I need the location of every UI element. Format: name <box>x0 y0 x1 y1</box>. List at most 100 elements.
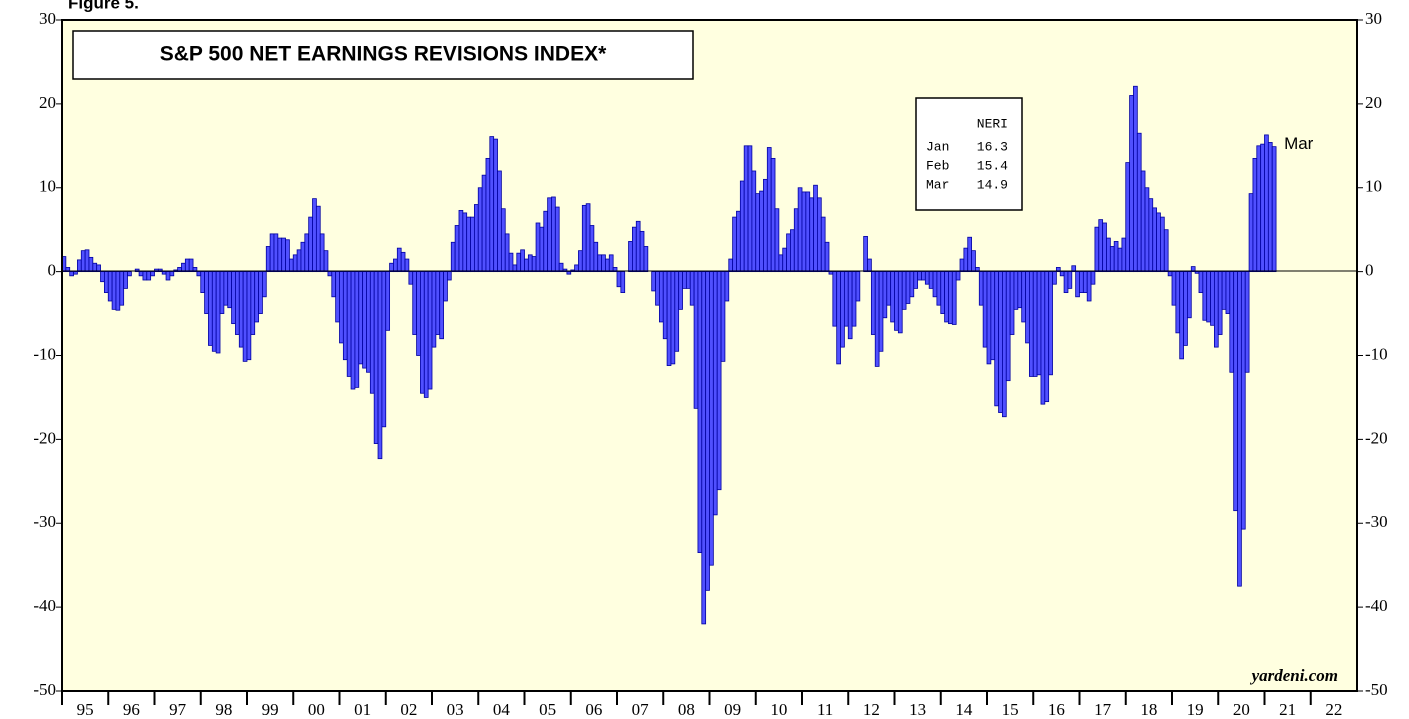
bar <box>497 170 502 273</box>
bar <box>373 271 379 444</box>
bar <box>462 212 468 273</box>
bar <box>1206 271 1211 323</box>
bar <box>1190 266 1196 273</box>
y2-tick-label: 0 <box>1365 261 1374 280</box>
bar <box>238 271 244 348</box>
bar <box>1048 271 1053 376</box>
bar <box>92 262 98 273</box>
bar <box>219 271 225 314</box>
bar <box>978 271 984 306</box>
bar <box>1144 187 1150 273</box>
bar <box>612 267 618 273</box>
bar <box>554 206 560 273</box>
bar <box>1233 271 1238 512</box>
bar <box>1267 142 1273 273</box>
bar <box>1136 132 1142 273</box>
y-tick-label: -30 <box>33 512 56 531</box>
bar <box>481 174 487 273</box>
bar <box>639 230 645 273</box>
table-value: 14.9 <box>977 177 1008 192</box>
bar <box>1140 170 1146 273</box>
y2-tick-label: -10 <box>1365 344 1388 363</box>
bar <box>720 271 726 362</box>
bar <box>408 271 414 285</box>
x-tick-label: 17 <box>1094 700 1112 719</box>
bar <box>732 216 737 273</box>
bar <box>381 271 387 428</box>
bar <box>874 271 880 367</box>
bar <box>1187 271 1192 319</box>
bar <box>998 271 1003 413</box>
bar <box>940 271 946 314</box>
bar <box>1040 271 1046 405</box>
bar <box>662 271 668 340</box>
bar <box>1055 267 1061 273</box>
bar <box>674 271 680 352</box>
x-tick-label: 02 <box>400 700 417 719</box>
bar <box>477 187 483 273</box>
bar <box>994 271 999 407</box>
bar <box>385 271 391 331</box>
bar <box>917 271 922 281</box>
bar <box>80 250 86 273</box>
x-tick-label: 07 <box>632 700 650 719</box>
bar <box>585 203 591 273</box>
bar <box>1113 241 1119 273</box>
bar <box>1002 271 1007 418</box>
bar <box>1221 271 1227 310</box>
bar <box>304 233 310 273</box>
bar <box>1237 271 1242 587</box>
bar <box>393 258 398 273</box>
bar <box>539 226 545 273</box>
y-tick-label: 30 <box>39 9 56 28</box>
bar <box>111 271 117 310</box>
bar <box>605 258 610 273</box>
bar <box>736 210 741 273</box>
bar <box>847 271 853 340</box>
y-tick-label: 10 <box>39 177 56 196</box>
x-tick-label: 00 <box>308 700 325 719</box>
bar <box>485 157 491 273</box>
bar <box>655 271 660 306</box>
table-month: Mar <box>926 177 949 192</box>
bar <box>500 208 506 273</box>
x-tick-label: 04 <box>493 700 511 719</box>
y2-tick-label: -30 <box>1365 512 1388 531</box>
bar <box>1260 143 1265 273</box>
bar <box>204 271 209 314</box>
bar <box>1063 271 1069 293</box>
bar <box>242 271 248 362</box>
bar <box>932 271 938 298</box>
bar <box>73 271 78 275</box>
bar <box>543 210 549 273</box>
x-tick-label: 12 <box>863 700 880 719</box>
bar <box>208 271 213 346</box>
bar <box>103 271 109 293</box>
bar <box>1160 216 1165 273</box>
bar <box>420 271 425 394</box>
bar <box>358 271 364 365</box>
bar <box>196 271 202 277</box>
x-tick-label: 19 <box>1187 700 1204 719</box>
y2-tick-label: 10 <box>1365 177 1382 196</box>
bar <box>817 197 822 273</box>
bar <box>1028 271 1034 377</box>
bar <box>1094 226 1100 273</box>
bar <box>562 268 568 273</box>
bar <box>362 271 367 369</box>
bar <box>493 138 498 273</box>
bar <box>905 271 911 304</box>
bar <box>161 271 167 275</box>
bar <box>1044 271 1050 403</box>
bar <box>65 267 71 273</box>
bar <box>635 220 641 273</box>
bar <box>751 170 757 273</box>
bar <box>608 254 614 273</box>
bar <box>524 258 529 273</box>
table-value: 16.3 <box>977 139 1008 154</box>
bar <box>1017 271 1023 309</box>
bar <box>894 271 899 331</box>
bar <box>531 256 537 273</box>
bar <box>308 216 313 273</box>
bar <box>211 271 217 352</box>
